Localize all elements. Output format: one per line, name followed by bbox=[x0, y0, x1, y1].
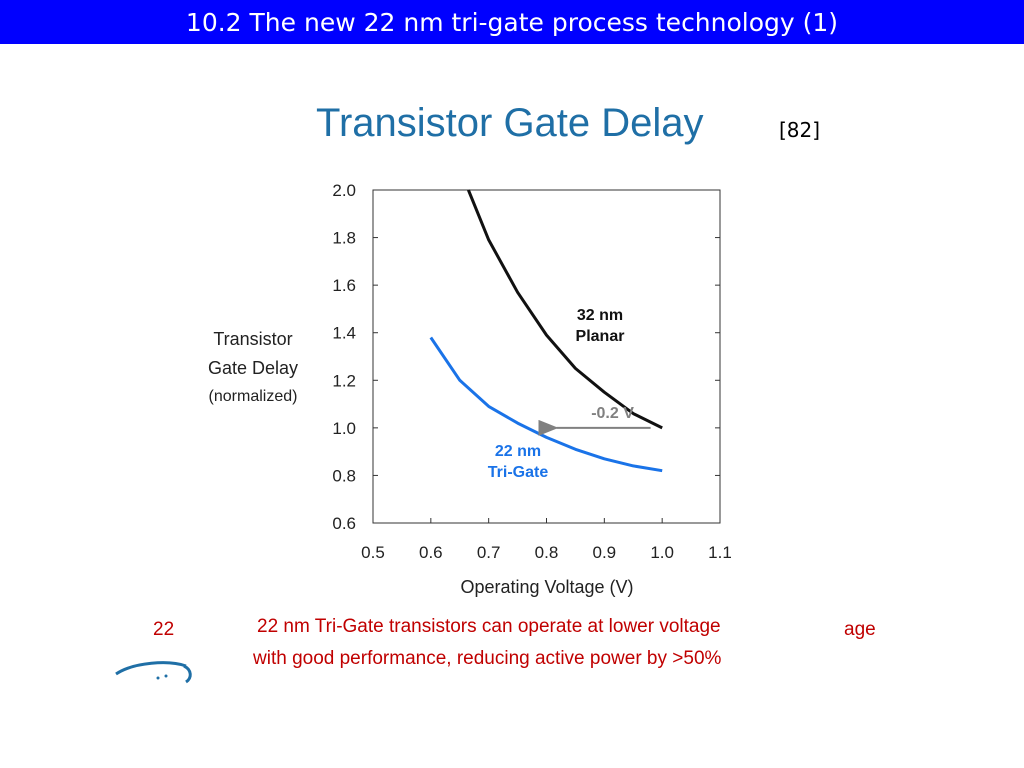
x-tick-label: 1.0 bbox=[650, 543, 674, 562]
series-label-line-2: Tri-Gate bbox=[488, 464, 549, 481]
caption-line-2: with good performance, reducing active p… bbox=[253, 648, 722, 669]
y-axis-label-line-3: (normalized) bbox=[209, 388, 298, 405]
y-tick-label: 1.2 bbox=[332, 371, 356, 390]
y-tick-label: 2.0 bbox=[332, 181, 356, 200]
x-axis-label: Operating Voltage (V) bbox=[460, 577, 633, 597]
y-tick-label: 1.0 bbox=[332, 419, 356, 438]
x-tick-label: 1.1 bbox=[708, 543, 732, 562]
series-label-line-1: 32 nm bbox=[577, 307, 623, 324]
y-tick-label: 0.8 bbox=[332, 466, 356, 485]
y-axis-label-line-2: Gate Delay bbox=[208, 358, 298, 378]
x-tick-label: 0.6 bbox=[419, 543, 443, 562]
caption-line-1: 22 nm Tri-Gate transistors can operate a… bbox=[257, 616, 721, 637]
series-label-line-2: Planar bbox=[576, 328, 625, 345]
y-tick-label: 0.6 bbox=[332, 514, 356, 533]
x-tick-label: 0.8 bbox=[535, 543, 559, 562]
citation: [82] bbox=[779, 118, 821, 142]
partial-text-left: 22 bbox=[153, 619, 175, 640]
y-axis-label-line-1: Transistor bbox=[213, 329, 292, 349]
series-label-line-1: 22 nm bbox=[495, 443, 541, 460]
shift-annotation-label: -0.2 V bbox=[591, 405, 634, 422]
x-tick-label: 0.5 bbox=[361, 543, 385, 562]
y-tick-label: 1.8 bbox=[332, 229, 356, 248]
partial-text-right: age bbox=[844, 619, 876, 640]
chart-title: Transistor Gate Delay bbox=[316, 101, 704, 145]
slide-title-bar: 10.2 The new 22 nm tri-gate process tech… bbox=[0, 0, 1024, 44]
y-tick-label: 1.6 bbox=[332, 276, 356, 295]
x-tick-label: 0.7 bbox=[477, 543, 501, 562]
series-line-planar bbox=[467, 189, 663, 430]
x-tick-label: 0.9 bbox=[593, 543, 617, 562]
slide-title: 10.2 The new 22 nm tri-gate process tech… bbox=[185, 8, 839, 37]
y-tick-label: 1.4 bbox=[332, 324, 356, 343]
logo-fragment-icon bbox=[115, 661, 192, 684]
series-line-trigate bbox=[429, 336, 663, 473]
